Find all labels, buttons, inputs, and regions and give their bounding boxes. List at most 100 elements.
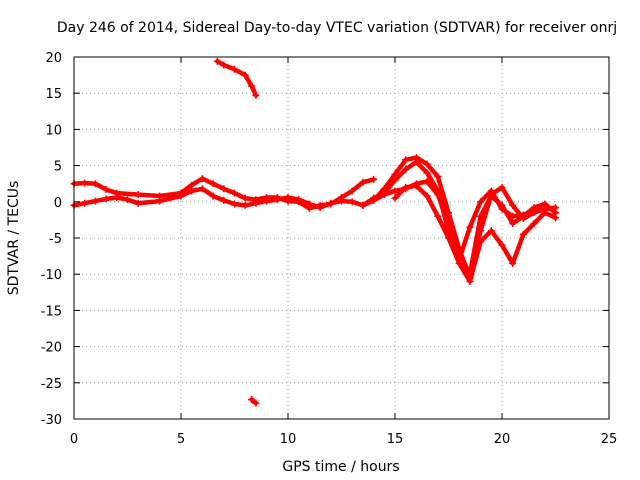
data-point <box>423 169 431 177</box>
y-tick-label: -15 <box>41 304 62 319</box>
data-point <box>188 187 196 195</box>
data-point <box>359 178 367 186</box>
data-point <box>402 156 410 164</box>
data-point <box>295 196 303 204</box>
data-point <box>102 185 110 193</box>
data-point <box>348 187 356 195</box>
data-point <box>498 201 506 209</box>
data-point <box>220 61 228 69</box>
data-point <box>284 193 292 201</box>
data-point <box>552 214 559 222</box>
y-tick-label: -20 <box>41 341 62 356</box>
data-point <box>455 259 463 267</box>
data-point <box>434 191 442 199</box>
y-tick-label: 0 <box>54 196 62 211</box>
data-point <box>477 198 485 206</box>
data-point <box>423 178 431 186</box>
data-point <box>412 182 420 190</box>
data-point <box>391 170 399 178</box>
data-point <box>498 241 506 249</box>
chart-title: Day 246 of 2014, Sidereal Day-to-day VTE… <box>57 20 617 36</box>
data-point <box>248 395 256 403</box>
data-point <box>113 193 121 201</box>
data-point <box>241 201 249 209</box>
data-point <box>220 196 228 204</box>
data-point <box>124 196 131 204</box>
data-point <box>487 192 495 200</box>
data-point <box>541 200 549 208</box>
x-axis-label: GPS time / hours <box>282 459 399 475</box>
data-point <box>263 197 271 205</box>
data-point <box>412 154 420 162</box>
data-point <box>530 220 538 228</box>
data-point <box>213 57 221 65</box>
data-point <box>209 192 217 200</box>
data-point <box>248 82 256 90</box>
series-line <box>71 186 387 210</box>
y-tick-label: -25 <box>41 377 62 392</box>
data-point <box>370 196 378 204</box>
data-point <box>305 200 313 208</box>
data-point <box>231 65 238 73</box>
y-axis-label: SDTVAR / TECUs <box>6 181 22 296</box>
data-point <box>509 259 517 267</box>
data-point <box>423 160 431 168</box>
series-line <box>392 183 558 284</box>
data-point <box>498 183 506 191</box>
data-point <box>530 204 538 212</box>
y-tick-label: 10 <box>45 123 62 138</box>
data-point <box>252 91 260 99</box>
data-point <box>434 172 442 180</box>
data-point <box>134 191 142 199</box>
data-point <box>445 234 452 242</box>
data-point <box>359 201 367 209</box>
data-point <box>231 189 238 197</box>
data-point <box>519 230 527 238</box>
data-point <box>241 194 249 202</box>
y-tick-label: 15 <box>45 87 62 102</box>
data-point <box>102 195 110 203</box>
data-point <box>391 187 399 195</box>
data-point <box>81 199 89 207</box>
data-point <box>370 175 378 183</box>
data-point <box>477 212 485 220</box>
data-point <box>519 212 527 220</box>
grid <box>74 57 609 419</box>
y-tick-label: -10 <box>41 268 62 283</box>
data-point <box>220 185 228 193</box>
data-point <box>509 220 517 228</box>
data-point <box>402 165 410 173</box>
data-point <box>81 179 89 187</box>
series-track-negative-outlier <box>248 395 260 407</box>
data-point <box>348 198 356 206</box>
data-series-group <box>70 57 559 407</box>
y-tick-label: -30 <box>41 413 62 428</box>
data-point <box>445 220 452 228</box>
data-point <box>487 227 495 235</box>
data-point <box>273 196 281 204</box>
data-point <box>434 212 442 220</box>
y-tick-label: -5 <box>49 232 62 247</box>
series-track-lower-early <box>70 185 388 212</box>
data-point <box>209 180 217 188</box>
data-point <box>466 277 474 285</box>
data-point <box>338 197 345 205</box>
data-point <box>391 194 399 202</box>
data-point <box>252 199 260 207</box>
data-point <box>541 209 549 217</box>
data-point <box>509 201 517 209</box>
series-track-descending-high <box>213 57 260 99</box>
axis-ticks: 0 5 10 15 20 25 -30 -25 -20 -15 -10 -5 0 5 10 15 20 <box>41 51 618 447</box>
x-tick-label: 10 <box>280 432 297 447</box>
data-point <box>156 197 164 205</box>
data-point <box>91 180 99 188</box>
data-point <box>231 200 238 208</box>
x-tick-label: 15 <box>387 432 404 447</box>
x-tick-label: 20 <box>494 432 511 447</box>
data-point <box>380 191 388 199</box>
x-tick-label: 5 <box>177 432 185 447</box>
data-point <box>134 199 142 207</box>
data-point <box>402 183 410 191</box>
data-point <box>477 238 485 246</box>
data-point <box>316 204 324 212</box>
